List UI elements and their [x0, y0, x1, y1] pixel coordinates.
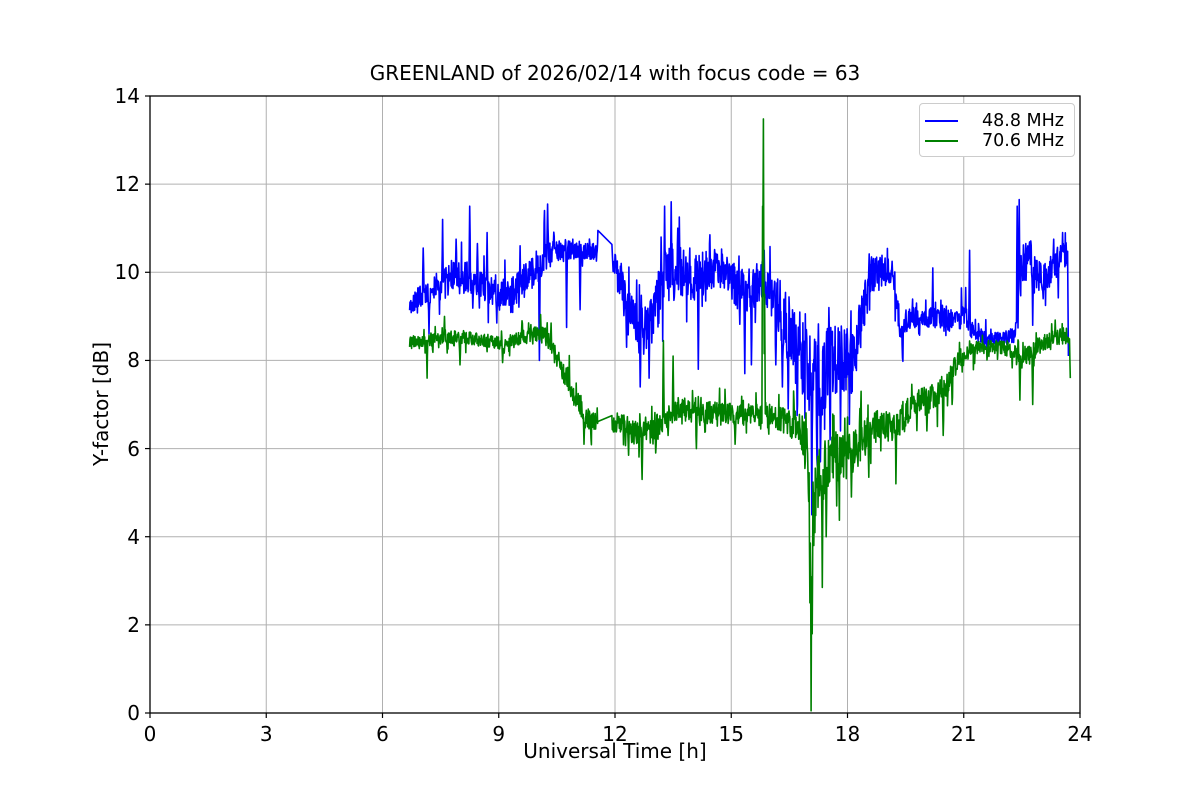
legend-item-48-8mhz: 48.8 MHz: [925, 111, 1066, 131]
y-tick-label: 14: [114, 84, 140, 108]
series-line-48-8-mhz: [408, 198, 1070, 516]
x-tick-label: 18: [834, 722, 861, 746]
legend-line-sample-48-8mhz: [925, 120, 958, 122]
x-tick-label: 24: [1067, 722, 1093, 746]
series-line-70-6-mhz: [408, 118, 1072, 712]
y-tick-label: 2: [127, 612, 140, 637]
legend-line-sample-70-6mhz: [925, 140, 958, 142]
y-tick-label: 0: [127, 701, 140, 725]
x-tick-label: 9: [492, 722, 506, 746]
chart-title: GREENLAND of 2026/02/14 with focus code …: [369, 61, 861, 85]
x-axis-label: Universal Time [h]: [523, 739, 707, 763]
y-tick-label: 6: [127, 436, 140, 461]
x-tick-label: 0: [143, 722, 157, 746]
y-tick-label: 4: [127, 524, 140, 549]
legend-label-48-8mhz: 48.8 MHz: [982, 111, 1064, 131]
x-tick-label: 12: [602, 722, 628, 746]
y-tick-label: 8: [127, 348, 140, 373]
x-tick-label: 15: [718, 722, 744, 746]
legend-item-70-6mhz: 70.6 MHz: [925, 131, 1066, 151]
x-tick-label: 6: [376, 722, 389, 746]
legend: 48.8 MHz 70.6 MHz: [919, 103, 1075, 157]
y-tick-label: 10: [114, 260, 140, 285]
x-tick-label: 21: [951, 722, 977, 746]
x-tick-label: 3: [259, 722, 273, 746]
legend-label-70-6mhz: 70.6 MHz: [982, 131, 1064, 151]
y-tick-label: 12: [114, 172, 140, 197]
